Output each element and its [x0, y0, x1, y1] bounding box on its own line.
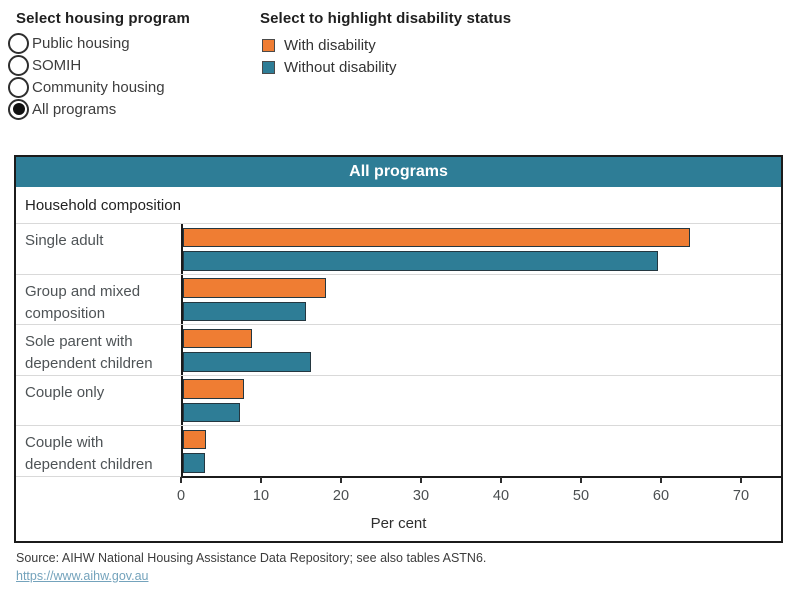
x-axis: Per cent 0 10 20 30 40 50 60 70	[16, 475, 781, 541]
source-link[interactable]: https://www.aihw.gov.au	[16, 569, 149, 583]
radio-option-label: Public housing	[32, 34, 130, 52]
bar-with-disability[interactable]	[183, 278, 327, 298]
legend-item-label: With disability	[284, 36, 376, 54]
row-bars	[181, 274, 781, 325]
table-row: Sole parent with dependent children	[16, 325, 781, 376]
category-label: Couple only	[25, 383, 105, 401]
radio-option-label: All programs	[32, 100, 117, 118]
chart-subtitle: Household composition	[16, 187, 781, 224]
legend-swatch-icon	[262, 60, 275, 74]
table-row: Group and mixed composition	[16, 274, 781, 326]
radio-selected-icon	[8, 98, 29, 120]
axis-tick	[580, 477, 582, 483]
bar-without-disability[interactable]	[183, 402, 240, 423]
x-axis-label: Per cent	[370, 515, 427, 532]
radio-option-public-housing[interactable]: Public housing	[8, 32, 190, 54]
program-selector-panel: Select housing program Public housing SOM…	[8, 10, 190, 120]
axis-tick-label: 70	[732, 488, 750, 504]
axis-tick	[340, 477, 342, 483]
axis-tick-label: 60	[652, 488, 670, 504]
radio-option-community-housing[interactable]: Community housing	[8, 76, 190, 98]
row-bars	[181, 375, 781, 426]
category-label: Couple with dependent children	[25, 434, 153, 474]
radio-unselected-icon	[8, 76, 29, 98]
bar-without-disability[interactable]	[183, 352, 311, 372]
bar-with-disability[interactable]	[183, 429, 207, 450]
radio-unselected-icon	[8, 32, 29, 54]
radio-option-label: Community housing	[32, 78, 165, 96]
bar-without-disability[interactable]	[183, 251, 659, 271]
legend-items: With disability Without disability	[260, 34, 511, 78]
table-row: Single adult	[16, 224, 781, 275]
source-text: Source: AIHW National Housing Assistance…	[16, 551, 487, 565]
category-label: Group and mixed composition	[25, 282, 141, 322]
legend-item-without-disability[interactable]: Without disability	[260, 56, 511, 78]
axis-tick	[420, 477, 422, 483]
radio-option-somih[interactable]: SOMIH	[8, 54, 190, 76]
category-label: Single adult	[25, 232, 104, 249]
radio-unselected-icon	[8, 54, 29, 76]
axis-tick	[180, 477, 182, 483]
axis-tick-label: 50	[572, 488, 590, 504]
axis-tick-label: 0	[176, 488, 186, 504]
table-row: Couple only	[16, 375, 781, 427]
radio-option-label: SOMIH	[32, 56, 82, 74]
axis-tick	[660, 477, 662, 483]
bar-with-disability[interactable]	[183, 227, 691, 247]
axis-tick	[500, 477, 502, 483]
row-bars	[181, 426, 781, 476]
legend-swatch-icon	[262, 38, 275, 52]
chart-container: All programs Household composition Singl…	[14, 155, 783, 543]
axis-tick-label: 10	[252, 488, 270, 504]
chart-rows: Single adult Group and mixed composition S…	[16, 224, 781, 477]
axis-tick	[260, 477, 262, 483]
legend-item-label: Without disability	[284, 58, 397, 76]
axis-line	[181, 475, 781, 478]
axis-tick	[740, 477, 742, 483]
axis-tick-label: 40	[492, 488, 510, 504]
radio-option-all-programs[interactable]: All programs	[8, 98, 190, 120]
bar-without-disability[interactable]	[183, 453, 206, 473]
program-options: Public housing SOMIH Community housing All …	[8, 32, 190, 120]
table-row: Couple with dependent children	[16, 426, 781, 477]
bar-without-disability[interactable]	[183, 301, 307, 322]
axis-tick-label: 20	[332, 488, 350, 504]
category-label: Sole parent with dependent children	[25, 333, 153, 373]
disability-legend-panel: Select to highlight disability status Wi…	[260, 10, 511, 78]
axis-tick-label: 30	[412, 488, 430, 504]
legend-item-with-disability[interactable]: With disability	[260, 34, 511, 56]
bar-with-disability[interactable]	[183, 328, 252, 349]
bar-with-disability[interactable]	[183, 379, 244, 399]
row-bars	[181, 325, 781, 375]
chart-banner: All programs	[16, 157, 781, 187]
program-selector-title: Select housing program	[16, 10, 190, 27]
radio-dot	[12, 103, 25, 115]
row-bars	[181, 224, 781, 274]
legend-title: Select to highlight disability status	[260, 10, 512, 27]
